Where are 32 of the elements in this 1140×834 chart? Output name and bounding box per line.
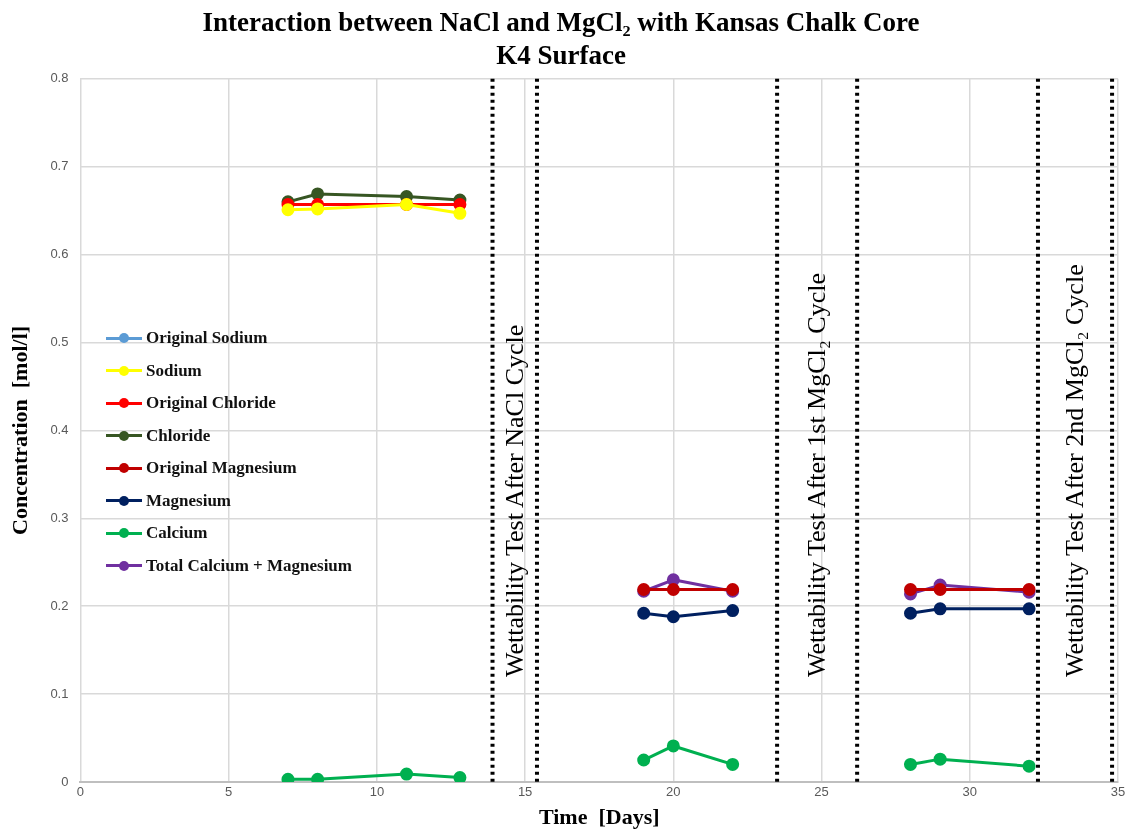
x-tick-label: 25: [814, 784, 829, 800]
x-tick-label: 35: [1110, 784, 1126, 800]
y-tick-label: 0.8: [50, 70, 69, 86]
legend-label: Magnesium: [146, 490, 231, 511]
legend-label: Original Sodium: [146, 328, 268, 349]
y-tick-label: 0.6: [50, 246, 69, 262]
x-tick-label: 5: [225, 784, 233, 800]
x-tick-label: 15: [517, 784, 533, 800]
legend-label: Sodium: [146, 360, 202, 381]
annotation: Wettability Test After 1st MgCl₂ Cycle: [802, 272, 833, 677]
legend-label: Original Magnesium: [146, 458, 297, 479]
y-tick-label: 0.4: [50, 421, 69, 437]
x-axis-title: Time [Days]: [538, 804, 660, 830]
chart-title: Interaction between NaCl and MgCl₂ with Kansas Chalk Core: [202, 7, 920, 38]
annotation: Wettability Test After NaCl Cycle: [499, 324, 530, 677]
y-tick-label: 0.5: [50, 334, 69, 350]
x-tick-label: 30: [962, 784, 978, 800]
y-tick-label: 0.2: [50, 597, 69, 613]
x-tick-label: 0: [76, 784, 85, 800]
x-tick-label: 20: [666, 784, 681, 800]
legend-label: Original Chloride: [146, 393, 276, 414]
legend-label: Total Calcium + Magnesium: [146, 555, 352, 576]
y-tick-label: 0.7: [50, 158, 69, 174]
y-tick-label: 0.3: [50, 509, 69, 525]
legend-label: Calcium: [146, 523, 208, 544]
x-tick-label: 10: [369, 784, 385, 800]
y-tick-label: 0.1: [50, 685, 69, 701]
legend-label: Chloride: [146, 425, 211, 446]
chart-subtitle: K4 Surface: [496, 39, 626, 70]
annotation: Wettability Test After 2nd MgCl₂ Cycle: [1060, 263, 1090, 677]
y-tick-label: 0: [61, 773, 69, 789]
y-axis-title: Concentration [mol/l]: [6, 325, 32, 535]
